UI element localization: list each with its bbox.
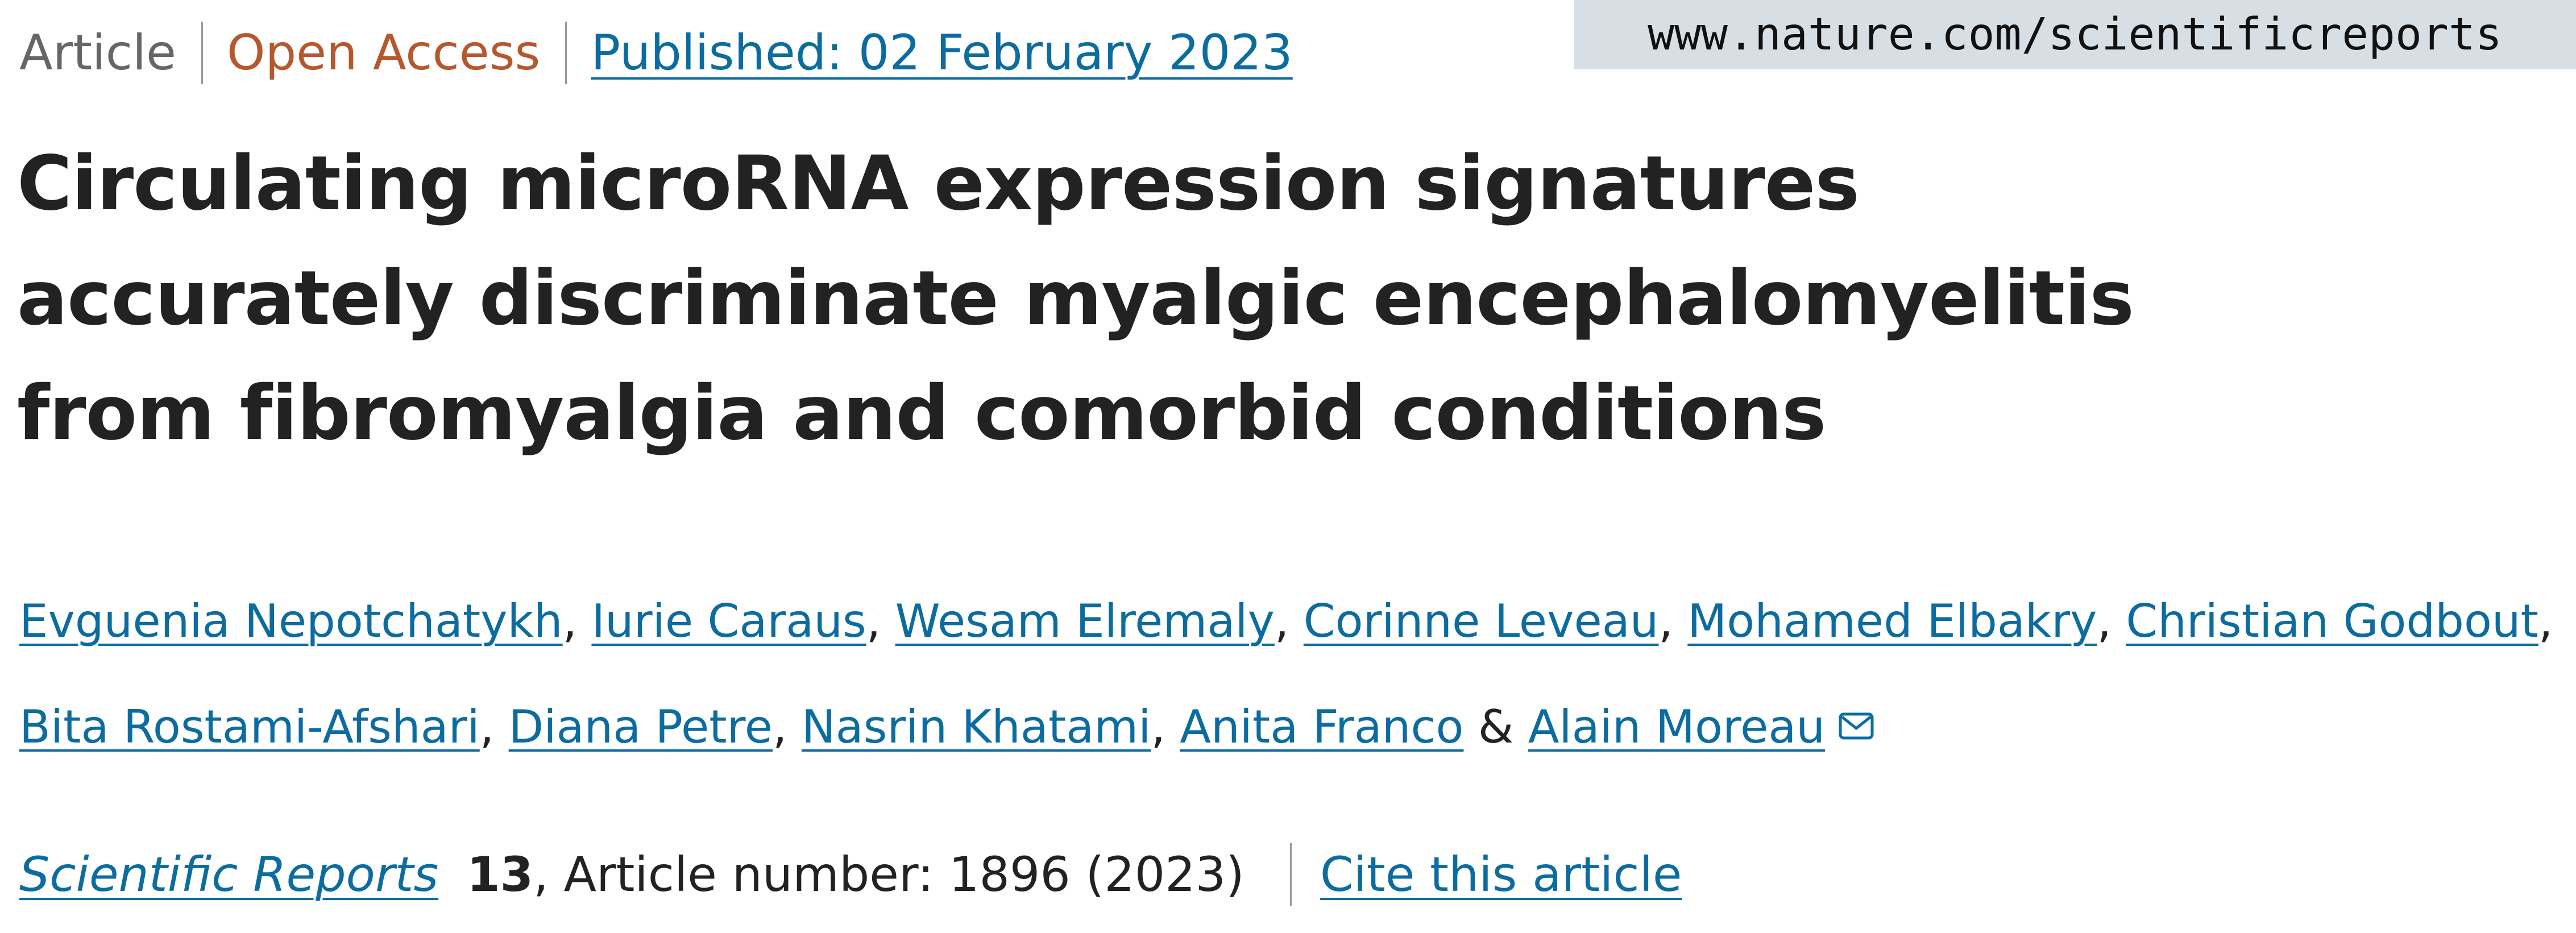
author-separator: , (2097, 595, 2126, 648)
title-line-3: from fibromyalgia and comorbid condition… (17, 370, 1826, 457)
title-line-1: Circulating microRNA expression signatur… (17, 140, 1860, 227)
author-separator: , (562, 595, 592, 648)
meta-divider (201, 22, 203, 84)
author-link[interactable]: Corinne Leveau (1303, 595, 1659, 648)
author-separator: , (1151, 700, 1180, 753)
author-separator: , (772, 700, 802, 753)
author-list: Evguenia Nepotchatykh, Iurie Caraus, Wes… (19, 569, 2572, 783)
title-line-2: accurately discriminate myalgic encephal… (17, 255, 2134, 342)
author-separator: & (1463, 700, 1528, 753)
author-link[interactable]: Bita Rostami-Afshari (19, 700, 480, 753)
citation-divider (1289, 843, 1292, 906)
open-access-label: Open Access (226, 24, 541, 81)
author-link[interactable]: Wesam Elremaly (895, 595, 1275, 648)
author-separator: , (479, 700, 509, 753)
author-link[interactable]: Diana Petre (508, 700, 773, 753)
author-link[interactable]: Evguenia Nepotchatykh (19, 595, 563, 648)
author-link[interactable]: Alain Moreau (1528, 700, 1826, 753)
mail-icon[interactable] (1839, 671, 1874, 777)
author-link[interactable]: Iurie Caraus (591, 595, 866, 648)
article-type-label: Article (19, 24, 176, 81)
volume-number: 13 (467, 847, 534, 902)
site-url-badge: www.nature.com/scientificreports (1574, 0, 2576, 69)
journal-link[interactable]: Scientific Reports (19, 847, 439, 902)
author-separator: , (2538, 595, 2553, 648)
meta-divider (565, 22, 567, 84)
article-title: Circulating microRNA expression signatur… (17, 126, 2530, 471)
article-number: , Article number: 1896 (2023) (533, 847, 1245, 902)
author-separator: , (866, 595, 895, 648)
article-meta: Article Open Access Published: 02 Februa… (19, 22, 1293, 84)
published-date-link[interactable]: Published: 02 February 2023 (591, 24, 1293, 81)
author-link[interactable]: Mohamed Elbakry (1687, 595, 2097, 648)
author-link[interactable]: Christian Godbout (2126, 595, 2538, 648)
cite-this-article-link[interactable]: Cite this article (1320, 847, 1682, 902)
author-separator: , (1274, 595, 1304, 648)
author-link[interactable]: Anita Franco (1180, 700, 1464, 753)
author-link[interactable]: Nasrin Khatami (801, 700, 1151, 753)
citation-row: Scientific Reports 13 , Article number: … (19, 840, 1682, 909)
author-separator: , (1658, 595, 1688, 648)
